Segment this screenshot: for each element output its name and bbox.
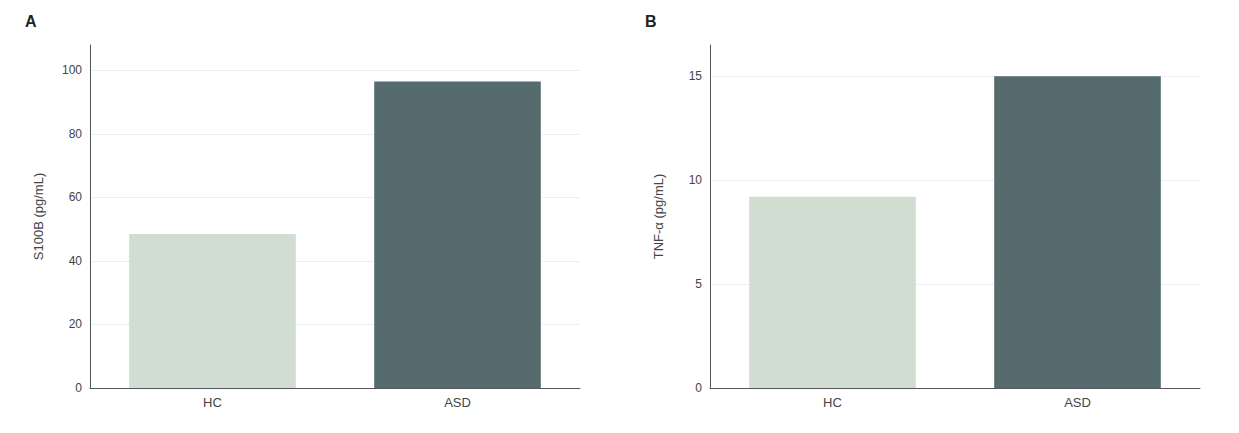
svg-text:HC: HC (823, 395, 842, 410)
svg-text:TNF-α (pg/mL): TNF-α (pg/mL) (651, 174, 666, 260)
svg-text:60: 60 (69, 190, 83, 204)
svg-text:0: 0 (695, 381, 702, 395)
svg-text:B: B (645, 13, 657, 30)
svg-text:A: A (25, 13, 37, 30)
svg-text:10: 10 (689, 173, 703, 187)
svg-text:20: 20 (69, 317, 83, 331)
svg-text:ASD: ASD (444, 395, 471, 410)
svg-text:ASD: ASD (1064, 395, 1091, 410)
svg-text:0: 0 (75, 381, 82, 395)
svg-text:S100B (pg/mL): S100B (pg/mL) (31, 173, 46, 260)
svg-text:15: 15 (689, 69, 703, 83)
svg-text:5: 5 (695, 277, 702, 291)
svg-text:100: 100 (62, 63, 82, 77)
svg-text:80: 80 (69, 127, 83, 141)
svg-text:HC: HC (203, 395, 222, 410)
svg-text:40: 40 (69, 254, 83, 268)
